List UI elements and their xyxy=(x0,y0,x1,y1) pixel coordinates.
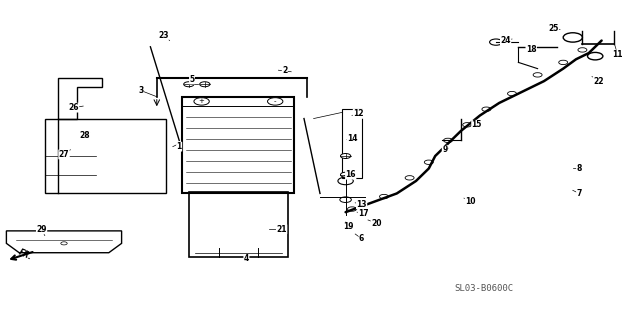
Circle shape xyxy=(508,91,516,96)
Text: 10: 10 xyxy=(465,197,476,206)
Text: 17: 17 xyxy=(358,209,369,218)
Text: 25: 25 xyxy=(548,24,559,32)
Text: SL03-B0600C: SL03-B0600C xyxy=(454,284,513,293)
Circle shape xyxy=(405,176,414,180)
Circle shape xyxy=(340,172,351,177)
Text: 1: 1 xyxy=(177,142,182,151)
Text: 16: 16 xyxy=(346,170,356,179)
Circle shape xyxy=(490,39,502,45)
Circle shape xyxy=(380,194,388,199)
Text: 4: 4 xyxy=(244,255,249,263)
Circle shape xyxy=(340,154,351,158)
Circle shape xyxy=(200,82,210,87)
Circle shape xyxy=(348,207,356,211)
Text: 2: 2 xyxy=(282,66,287,75)
Text: 22: 22 xyxy=(593,77,604,85)
Bar xyxy=(182,97,294,193)
Text: 5: 5 xyxy=(189,75,195,84)
Polygon shape xyxy=(6,231,122,253)
Bar xyxy=(342,109,362,178)
Text: 18: 18 xyxy=(526,46,536,54)
Circle shape xyxy=(533,73,542,77)
Text: 7: 7 xyxy=(577,189,582,198)
Text: 27: 27 xyxy=(59,150,69,159)
Text: FR.: FR. xyxy=(17,247,34,261)
Circle shape xyxy=(194,98,209,105)
Text: 20: 20 xyxy=(371,219,381,227)
Circle shape xyxy=(559,60,568,65)
Text: 29: 29 xyxy=(36,225,47,234)
Text: 21: 21 xyxy=(276,225,287,234)
Circle shape xyxy=(563,33,582,42)
Text: 3: 3 xyxy=(138,86,143,95)
Text: 8: 8 xyxy=(577,164,582,173)
Text: -: - xyxy=(274,98,276,105)
Circle shape xyxy=(424,160,433,164)
Circle shape xyxy=(268,98,283,105)
Text: 13: 13 xyxy=(356,200,367,209)
Circle shape xyxy=(588,52,603,60)
Text: 9: 9 xyxy=(442,145,447,154)
Circle shape xyxy=(444,138,452,143)
Text: 14: 14 xyxy=(347,134,357,143)
Text: 6: 6 xyxy=(359,234,364,243)
Text: 12: 12 xyxy=(353,110,364,118)
Circle shape xyxy=(578,48,587,52)
Text: 15: 15 xyxy=(472,120,482,129)
Text: 19: 19 xyxy=(344,222,354,231)
Bar xyxy=(189,192,288,257)
Circle shape xyxy=(61,242,67,245)
Text: 23: 23 xyxy=(158,32,168,40)
Circle shape xyxy=(338,177,353,185)
Circle shape xyxy=(463,123,472,127)
Text: 24: 24 xyxy=(500,36,511,45)
Circle shape xyxy=(340,197,351,202)
Text: 11: 11 xyxy=(612,50,623,59)
Text: +: + xyxy=(198,98,205,105)
Text: 28: 28 xyxy=(79,131,90,140)
Circle shape xyxy=(184,82,194,87)
Bar xyxy=(45,119,166,193)
Text: 26: 26 xyxy=(68,103,79,112)
Circle shape xyxy=(482,107,491,111)
